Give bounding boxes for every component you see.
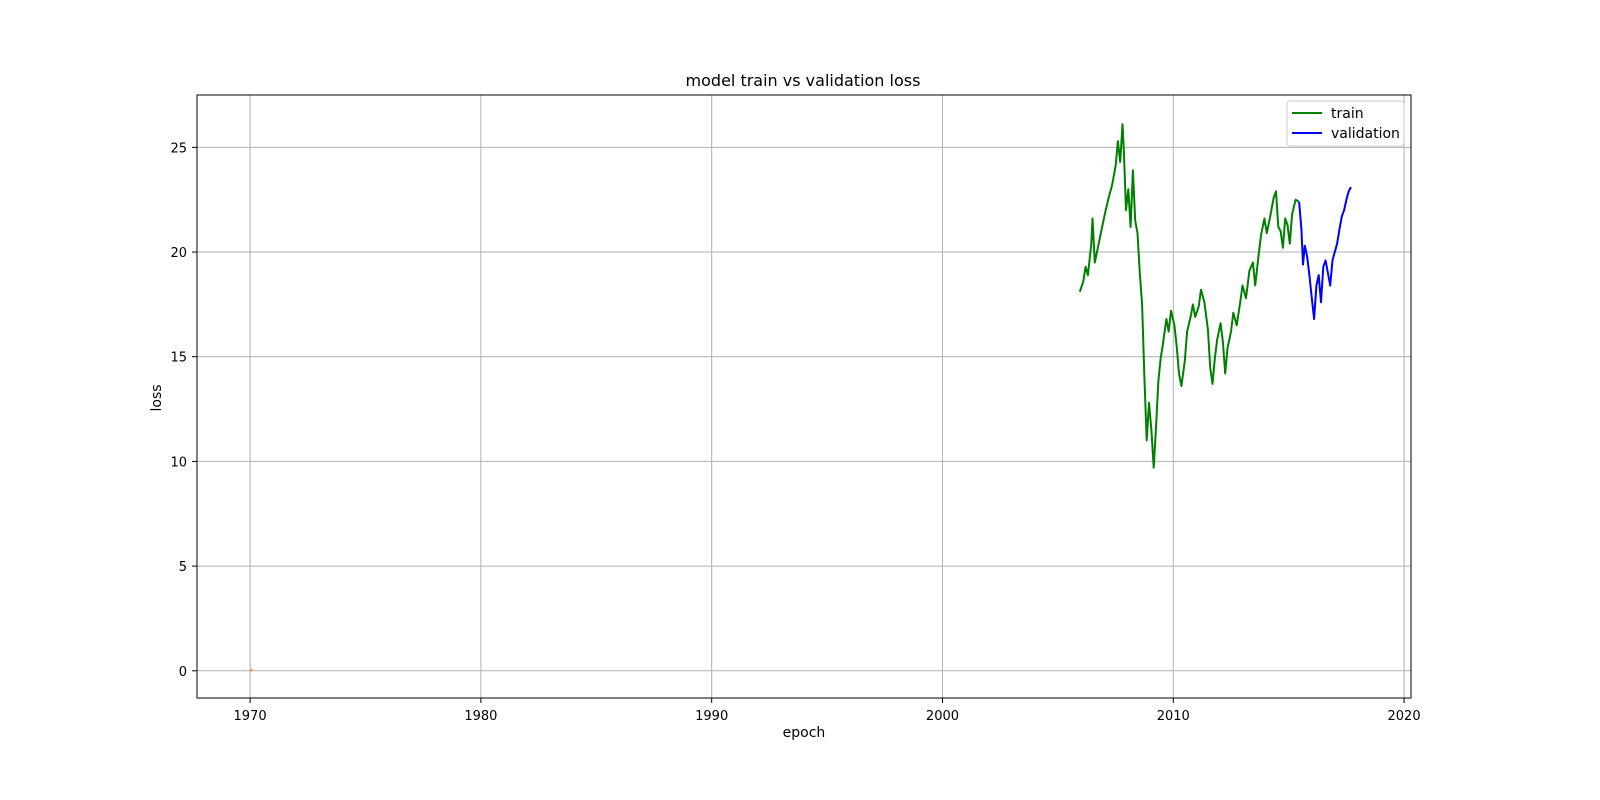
x-tick-label: 1970 [234, 709, 267, 724]
x-tick-label: 1980 [464, 709, 497, 724]
x-tick-label: 2020 [1388, 709, 1421, 724]
x-axis: 1970 1980 1990 2000 2010 2020 [234, 698, 1421, 724]
x-tick-label: 1990 [695, 709, 728, 724]
y-tick-label: 0 [179, 665, 187, 680]
y-tick-label: 20 [170, 246, 187, 261]
x-axis-label: epoch [783, 725, 826, 741]
series-group [249, 123, 1352, 672]
x-tick-label: 2000 [926, 709, 959, 724]
y-axis: 0 5 10 15 20 25 [170, 141, 197, 680]
chart-title: model train vs validation loss [686, 71, 921, 90]
series-validation-line [1298, 186, 1352, 320]
y-tick-label: 15 [170, 351, 187, 366]
y-tick-label: 10 [170, 455, 187, 470]
plot-frame [196, 94, 1412, 699]
legend: train validation [1286, 100, 1405, 147]
legend-validation-label: validation [1331, 126, 1400, 142]
y-axis-label: loss [149, 384, 165, 411]
y-tick-label: 25 [170, 141, 187, 156]
legend-train-label: train [1331, 106, 1364, 122]
y-tick-label: 5 [179, 560, 187, 575]
series-2-line [249, 668, 253, 672]
x-tick-label: 2010 [1157, 709, 1190, 724]
series-train-line [1078, 123, 1300, 469]
